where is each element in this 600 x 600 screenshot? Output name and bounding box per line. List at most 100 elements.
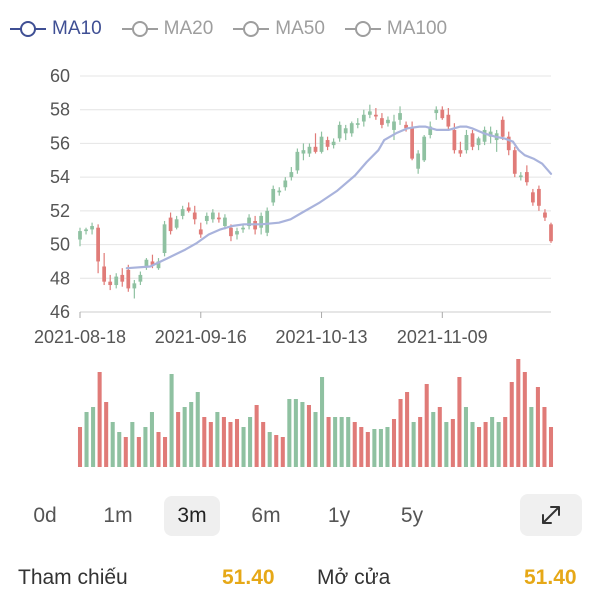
period-6m[interactable]: 6m — [251, 504, 281, 527]
volume-bar — [548, 427, 554, 467]
candle-body — [289, 172, 294, 178]
candle-body — [168, 217, 173, 232]
candle-body — [174, 219, 179, 228]
volume-bar — [202, 417, 207, 467]
volume-bar — [431, 412, 436, 467]
volume-bar — [97, 372, 102, 467]
candle-body — [223, 217, 227, 227]
candle-body — [537, 188, 541, 206]
candle-body — [162, 224, 167, 253]
legend-item-ma50[interactable]: MA50 — [233, 18, 325, 40]
line-circle-icon — [233, 19, 270, 39]
candle-body — [500, 119, 505, 137]
volume-bar — [437, 407, 442, 467]
volume-bar — [280, 437, 285, 467]
volume-bar — [418, 417, 423, 467]
candle-body — [331, 141, 336, 146]
volume-bar — [261, 422, 266, 467]
period-0d[interactable]: 0d — [33, 504, 57, 527]
volume-bar — [130, 422, 135, 467]
legend-item-ma10[interactable]: MA10 — [10, 18, 102, 40]
candle-body — [476, 138, 481, 146]
volume-bar — [339, 417, 344, 467]
volume-bar — [189, 402, 194, 467]
volume-bar — [509, 382, 514, 467]
volume-bar — [503, 417, 508, 467]
volume-bar — [470, 422, 475, 467]
candle-body — [343, 128, 348, 134]
volume-bar — [346, 417, 351, 467]
volume-bar — [529, 407, 534, 467]
reference-price-label: Tham chiếu — [18, 566, 128, 589]
y-tick-label: 48 — [50, 268, 70, 288]
candle-body — [355, 123, 360, 125]
candle-body — [488, 131, 493, 137]
candle-body — [192, 212, 197, 220]
candle-body — [518, 175, 523, 178]
candle-body — [337, 124, 342, 139]
x-tick-label: 2021-10-13 — [275, 327, 367, 347]
candle-body — [96, 227, 100, 262]
candle-body — [325, 140, 330, 147]
candle-body — [283, 180, 288, 188]
period-1y[interactable]: 1y — [327, 504, 351, 527]
period-5y[interactable]: 5y — [400, 504, 424, 527]
candle-body — [90, 226, 94, 230]
legend-item-ma20[interactable]: MA20 — [121, 18, 213, 40]
volume-bar — [228, 422, 233, 467]
volume-bar — [496, 422, 501, 467]
candle-body — [410, 128, 414, 159]
candle-body — [367, 111, 372, 115]
period-3m[interactable]: 3m — [164, 496, 220, 536]
y-tick-label: 60 — [50, 66, 70, 86]
candle-body — [524, 172, 529, 183]
candle-body — [229, 227, 233, 237]
volume-bar — [149, 412, 154, 467]
price-summary: Tham chiếu 51.40 Mở cửa 51.40 — [0, 560, 600, 596]
candle-body — [235, 231, 239, 235]
volume-bar — [405, 392, 410, 467]
candle-body — [416, 153, 421, 169]
candle-body — [114, 276, 119, 286]
candle-body — [452, 129, 457, 151]
volume-bar — [535, 387, 540, 467]
volume-bar — [215, 412, 220, 467]
candle-body — [198, 229, 203, 235]
line-circle-icon — [121, 19, 158, 39]
candle-body — [144, 259, 149, 267]
volume-bar — [176, 412, 181, 467]
candle-body — [180, 209, 185, 216]
period-1m[interactable]: 1m — [103, 504, 133, 527]
y-tick-label: 46 — [50, 302, 70, 322]
volume-bar — [542, 407, 547, 467]
volume-bar — [457, 377, 462, 467]
volume-bar — [293, 399, 298, 467]
candle-body — [78, 231, 82, 240]
legend-item-ma100[interactable]: MA100 — [344, 18, 447, 40]
candle-body — [531, 192, 535, 203]
volume-bar — [365, 432, 370, 467]
candle-body — [434, 109, 439, 114]
candle-body — [126, 269, 131, 289]
candle-body — [470, 133, 475, 147]
volume-bar — [333, 417, 338, 467]
x-tick-label: 2021-11-09 — [397, 327, 488, 347]
candle-body — [428, 126, 433, 135]
y-tick-label: 56 — [50, 133, 70, 153]
candle-body — [156, 261, 161, 269]
price-chart[interactable]: 46 48 50 52 54 56 58 60 2021-08-18 2021-09-16 2021… — [0, 40, 600, 480]
candle-body — [204, 215, 209, 221]
candle-body — [307, 146, 312, 154]
candle-body — [259, 215, 264, 228]
candle-body — [374, 114, 378, 117]
volume-bar — [359, 427, 364, 467]
volume-bar — [221, 417, 226, 467]
volume-bar — [169, 374, 174, 467]
fullscreen-button[interactable] — [520, 494, 582, 536]
y-tick-label: 50 — [50, 235, 70, 255]
candle-body — [186, 207, 191, 211]
volume-bar — [195, 392, 200, 467]
candle-body — [295, 151, 300, 171]
volume-bar — [77, 427, 83, 467]
candle-body — [277, 190, 282, 193]
